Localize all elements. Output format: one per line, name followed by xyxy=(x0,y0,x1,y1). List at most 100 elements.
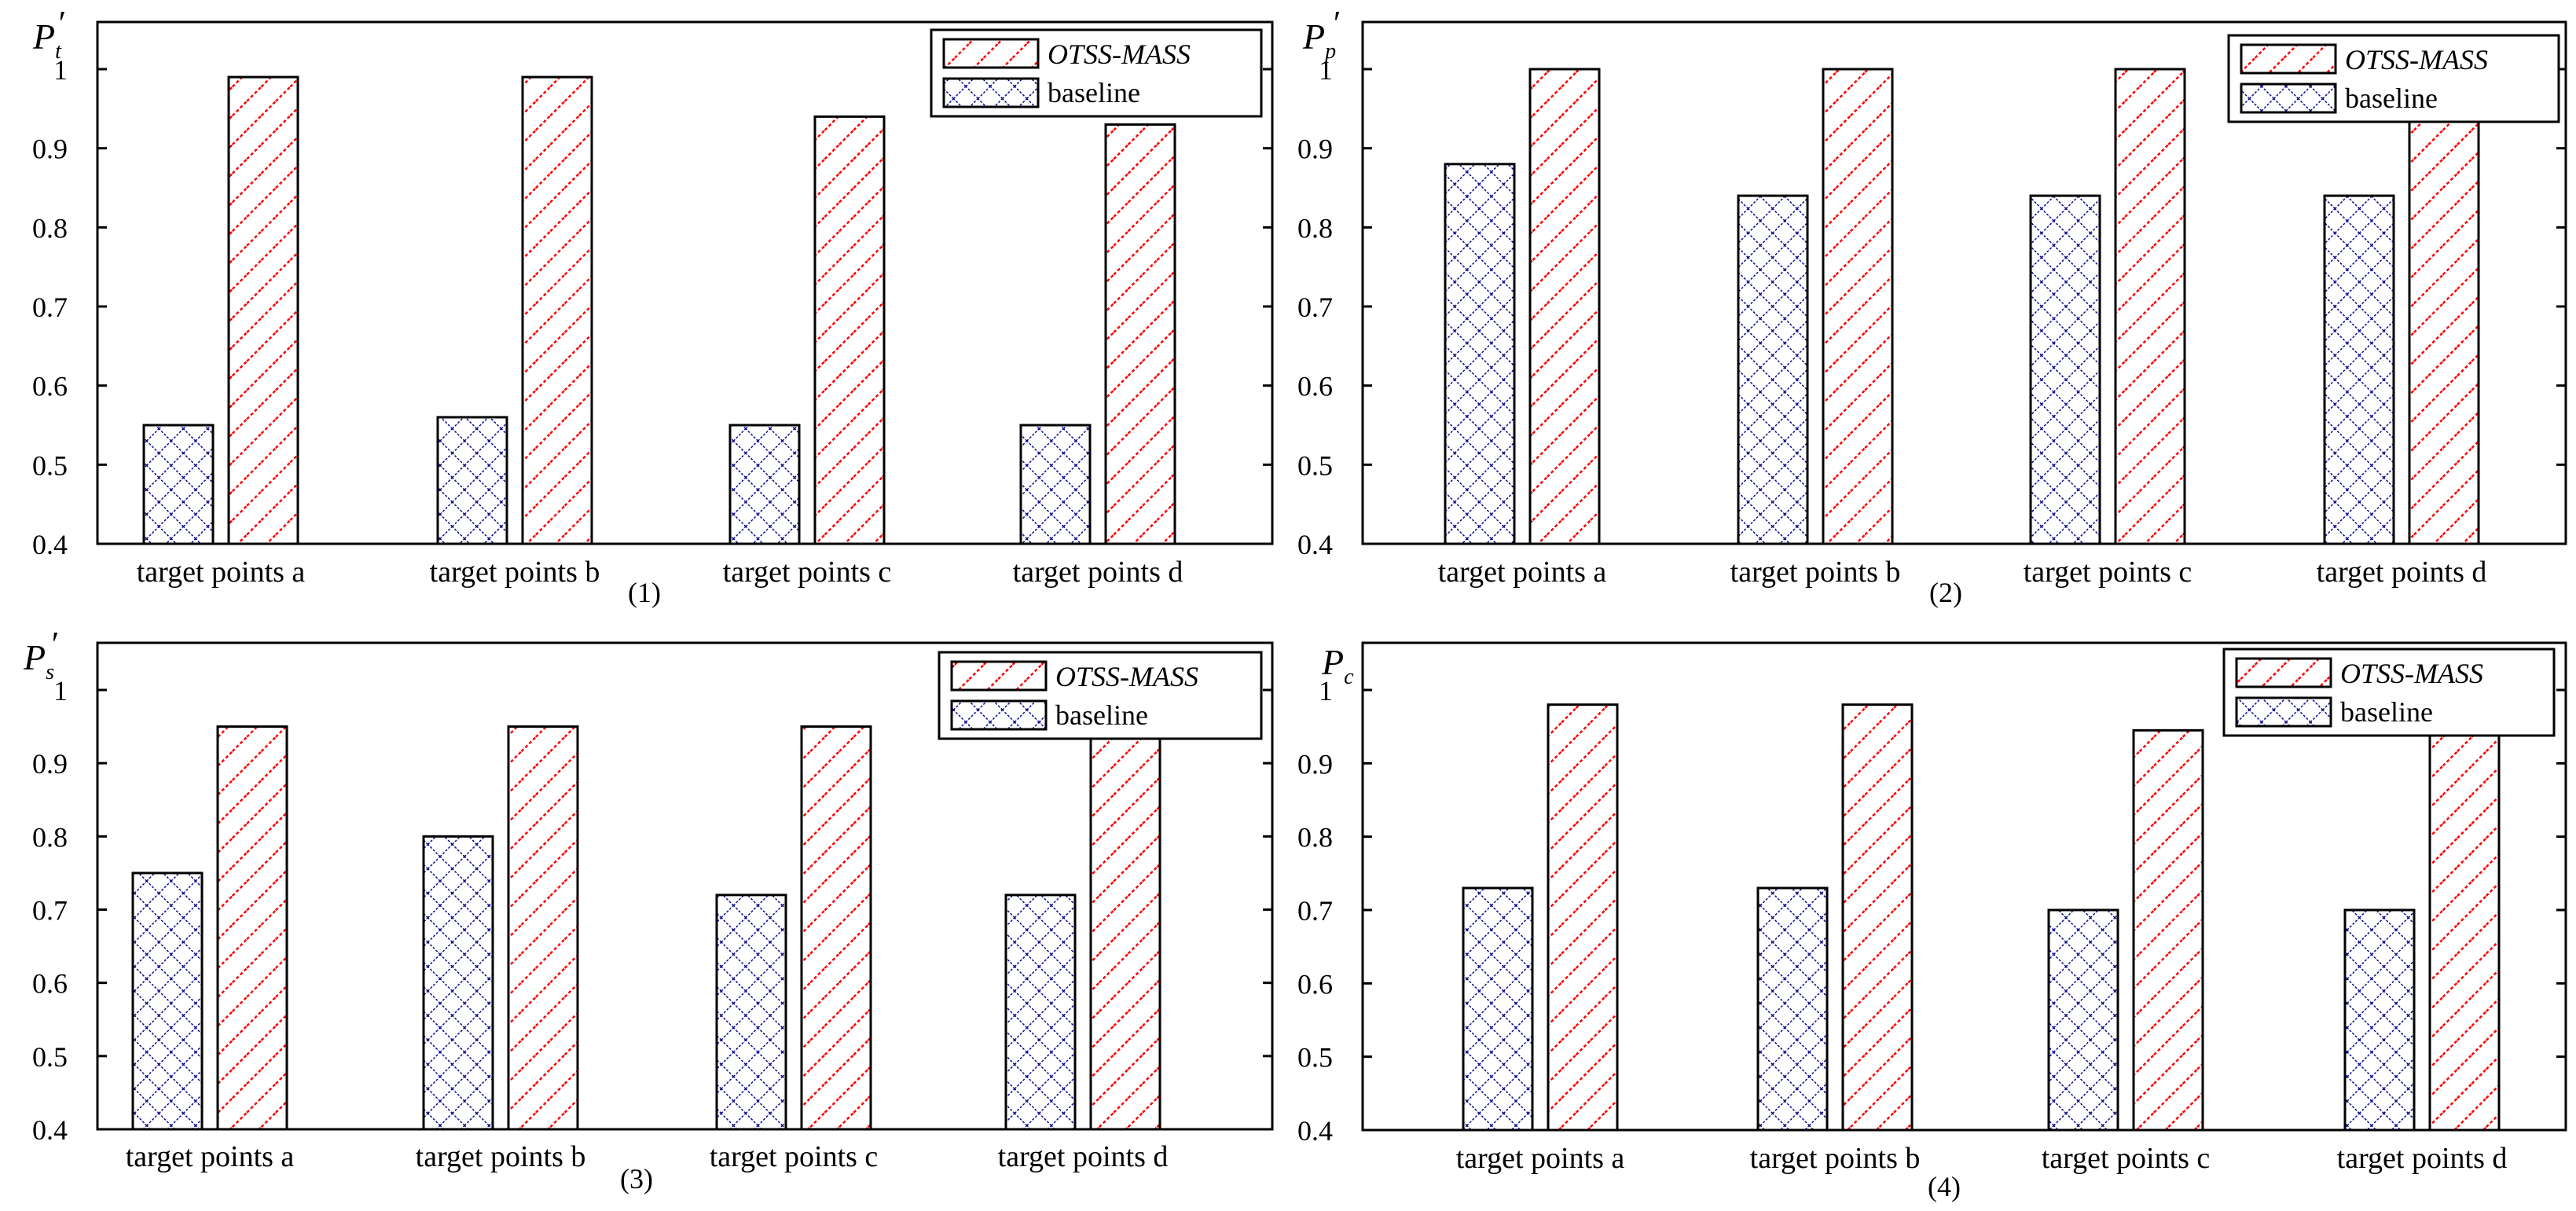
bar-baseline-b xyxy=(422,835,494,1131)
legend-label-baseline: baseline xyxy=(1055,699,1148,731)
chart-panel-4: Pc 0.4 0.5 0.6 0.7 0.8 0.9 1 target points a tar… xyxy=(1297,641,2567,1202)
y-tick-label: 0.6 xyxy=(32,371,68,402)
bar-baseline-a xyxy=(1444,163,1516,545)
legend-swatch-baseline xyxy=(2235,696,2332,728)
x-tick-label: target points c xyxy=(2024,556,2193,589)
y-tick-label: 0.8 xyxy=(1297,212,1333,244)
legend-label-baseline: baseline xyxy=(2340,696,2433,728)
y-tick-label: 0.7 xyxy=(32,895,68,927)
chart-marks: 0.4 0.5 0.6 0.7 0.8 0.9 1 target points a target… xyxy=(1297,675,2566,1175)
y-tick-label: 0.9 xyxy=(1297,134,1333,165)
legend-swatch-baseline xyxy=(950,699,1048,731)
y-tick-label: 1 xyxy=(53,54,68,86)
legend-swatch-otss-mass xyxy=(2240,43,2337,75)
y-axis-label-sub: s xyxy=(46,660,54,684)
y-tick-label: 0.9 xyxy=(32,134,68,165)
y-axis-label-base: P xyxy=(1302,17,1325,57)
legend: OTSS-MASS baseline xyxy=(2222,648,2556,737)
x-tick-label: target points b xyxy=(416,1140,586,1173)
y-axis-label-prime: ′ xyxy=(57,4,65,42)
x-tick-label: target points c xyxy=(723,556,892,589)
y-tick-label: 1 xyxy=(53,675,68,706)
plot-frame xyxy=(1361,20,2567,545)
y-tick-label: 0.7 xyxy=(32,292,68,323)
x-tick-label: target points b xyxy=(1750,1142,1921,1175)
y-tick-label: 0.8 xyxy=(32,212,68,244)
x-tick-label: target points d xyxy=(998,1140,1169,1173)
bar-baseline-d xyxy=(2323,194,2395,545)
y-tick-label: 0.6 xyxy=(32,968,68,1000)
y-tick-label: 0.8 xyxy=(32,821,68,853)
legend-swatch-otss-mass xyxy=(950,660,1048,692)
y-tick-label: 0.5 xyxy=(1297,450,1333,481)
bar-otss-mass-a xyxy=(1528,68,1601,545)
x-tick-label: target points d xyxy=(2337,1142,2508,1175)
y-axis-label-base: P xyxy=(23,637,46,677)
y-axis-label-prime: ′ xyxy=(50,625,58,663)
bar-otss-mass-b xyxy=(1822,68,1894,545)
bar-baseline-c xyxy=(715,894,787,1131)
y-tick-label: 0.4 xyxy=(32,529,68,560)
y-axis-label: Pp′ xyxy=(1302,4,1340,64)
bar-otss-mass-c xyxy=(2114,68,2186,545)
plot-frame xyxy=(96,641,1274,1131)
y-tick-label: 0.9 xyxy=(32,748,68,780)
bar-otss-mass-c xyxy=(2132,728,2204,1132)
legend-label-baseline: baseline xyxy=(1048,77,1140,108)
chart-marks: 0.4 0.5 0.6 0.7 0.8 0.9 1 target points a target… xyxy=(32,675,1272,1173)
bar-otss-mass-d xyxy=(1104,123,1176,545)
y-axis-label-sub: t xyxy=(55,39,62,64)
bar-otss-mass-a xyxy=(1547,703,1619,1132)
bar-baseline-a xyxy=(131,872,204,1131)
chart-panel-3: Ps′ 0.4 0.5 0.6 0.7 0.8 0.9 1 target points a ta… xyxy=(23,625,1274,1194)
legend-swatch-otss-mass xyxy=(2235,657,2332,688)
x-tick-label: target points c xyxy=(2042,1142,2211,1175)
legend: OTSS-MASS baseline xyxy=(930,28,1263,118)
y-tick-label: 0.5 xyxy=(32,450,68,481)
legend-label-otss-mass: OTSS-MASS xyxy=(2340,658,2483,689)
y-tick-label: 0.7 xyxy=(1297,895,1333,927)
bar-otss-mass-d xyxy=(2408,99,2480,545)
bar-otss-mass-d xyxy=(1089,725,1161,1131)
legend: OTSS-MASS baseline xyxy=(938,651,1263,740)
y-axis-label-prime: ′ xyxy=(1331,4,1340,42)
chart-panel-1: Pt′ 0.4 0.5 0.6 0.7 0.8 0.9 1 target points a ta… xyxy=(32,4,1274,608)
x-tick-label: target points d xyxy=(2317,556,2487,589)
plot-frame xyxy=(1361,641,2567,1132)
legend-label-baseline: baseline xyxy=(2345,83,2438,114)
x-tick-label: target points a xyxy=(1456,1142,1625,1175)
bar-otss-mass-d xyxy=(2428,721,2501,1132)
y-axis-label-sub: c xyxy=(1344,665,1354,689)
bar-otss-mass-b xyxy=(521,75,593,545)
legend-swatch-baseline xyxy=(2240,83,2337,114)
y-tick-label: 1 xyxy=(1319,675,1333,706)
x-tick-label: target points b xyxy=(1730,556,1901,589)
y-tick-label: 0.5 xyxy=(1297,1042,1333,1073)
x-tick-label: target points d xyxy=(1013,556,1183,589)
y-axis-label: Ps′ xyxy=(23,625,58,684)
x-tick-label: target points a xyxy=(137,556,306,589)
y-tick-label: 0.4 xyxy=(1297,529,1333,560)
panel-label: (3) xyxy=(620,1163,653,1194)
legend-label-otss-mass: OTSS-MASS xyxy=(1048,39,1191,70)
x-tick-label: target points a xyxy=(126,1140,295,1173)
y-tick-label: 0.6 xyxy=(1297,968,1333,1000)
plot-frame xyxy=(96,20,1274,545)
y-tick-label: 0.7 xyxy=(1297,292,1333,323)
legend-label-otss-mass: OTSS-MASS xyxy=(2345,44,2488,75)
y-axis-label: Pc xyxy=(1321,642,1354,689)
y-tick-label: 0.9 xyxy=(1297,748,1333,780)
legend-swatch-otss-mass xyxy=(942,38,1040,69)
bar-baseline-d xyxy=(1004,894,1077,1131)
bar-otss-mass-a xyxy=(216,725,288,1131)
panel-label: (4) xyxy=(1928,1171,1961,1202)
bar-otss-mass-b xyxy=(507,725,579,1131)
legend-swatch-baseline xyxy=(942,77,1040,108)
y-tick-label: 0.6 xyxy=(1297,371,1333,402)
bar-baseline-c xyxy=(2029,194,2101,545)
panel-label: (2) xyxy=(1929,577,1962,608)
y-axis-label-base: P xyxy=(32,17,55,57)
panel-label: (1) xyxy=(628,577,661,608)
y-tick-label: 0.4 xyxy=(1297,1115,1333,1147)
y-tick-label: 1 xyxy=(1319,54,1333,86)
